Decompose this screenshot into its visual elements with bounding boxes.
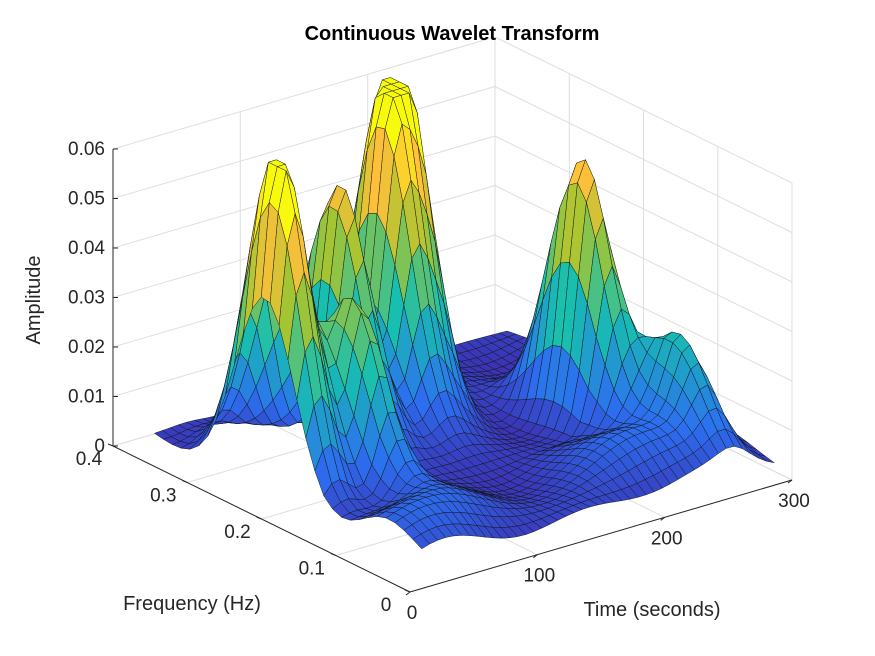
z-tick-label: 0.05	[68, 189, 105, 210]
x-tick-label: 300	[778, 491, 810, 512]
tick-labels: 010020030000.10.20.30.400.010.020.030.04…	[68, 139, 810, 624]
grid-line	[112, 36, 496, 150]
surface-patch	[412, 533, 431, 550]
y-tick-label: 0	[381, 595, 392, 616]
grid-line	[494, 36, 793, 184]
x-tick-mark	[405, 591, 411, 596]
grid-line	[494, 234, 793, 382]
y-tick-label: 0.3	[150, 486, 176, 507]
y-tick-mark	[182, 480, 188, 483]
y-tick-mark	[404, 589, 411, 593]
y-tick-label: 0.4	[76, 449, 103, 470]
axes	[107, 148, 793, 596]
grid-line	[494, 185, 793, 332]
y-tick-mark	[330, 553, 336, 556]
grid-line	[112, 135, 496, 249]
x-tick-mark	[660, 516, 666, 521]
grid-line	[494, 86, 793, 233]
y-tick-mark	[107, 443, 114, 447]
y-tick-label: 0.1	[299, 559, 325, 580]
z-tick-label: 0.03	[68, 288, 105, 309]
z-tick-label: 0.04	[68, 238, 105, 259]
x-tick-mark	[787, 479, 793, 484]
x-tick-label: 0	[407, 603, 418, 624]
y-tick-mark	[256, 516, 262, 520]
x-axis-line	[409, 479, 793, 593]
x-tick-label: 200	[651, 528, 683, 549]
surface	[153, 77, 775, 550]
x-tick-label: 100	[523, 566, 555, 587]
x-axis-label: Time (seconds)	[583, 599, 720, 621]
x-tick-mark	[532, 554, 538, 559]
chart-title: Continuous Wavelet Transform	[305, 23, 600, 45]
z-tick-label: 0	[94, 436, 105, 457]
z-tick-label: 0.01	[68, 387, 105, 408]
grid-line	[112, 86, 496, 199]
grid-line	[494, 135, 793, 283]
z-axis-label: Amplitude	[23, 256, 45, 345]
z-tick-label: 0.06	[68, 139, 105, 160]
y-tick-label: 0.2	[224, 522, 250, 543]
y-axis-label: Frequency (Hz)	[123, 593, 261, 615]
z-tick-label: 0.02	[68, 337, 105, 358]
